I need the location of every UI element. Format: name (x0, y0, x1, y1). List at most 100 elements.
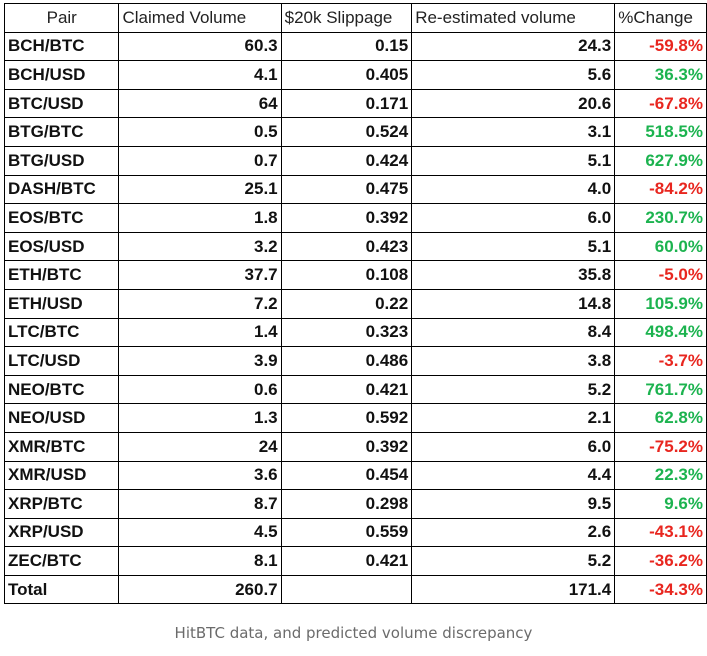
cell-slippage: 0.323 (280, 317, 413, 348)
cell-slippage: 0.108 (280, 260, 413, 290)
cell-pair: LTC/USD (3, 346, 120, 376)
cell-claimed-volume: 1.4 (118, 317, 282, 348)
cell-slippage: 0.392 (280, 431, 413, 462)
cell-slippage: 0.421 (280, 546, 413, 576)
cell-reestimated-volume: 5.2 (411, 546, 616, 576)
cell-slippage (280, 574, 413, 605)
cell-percent-change: -67.8% (614, 88, 707, 119)
table-row: LTC/BTC 1.4 0.323 8.4 498.4% (3, 317, 707, 348)
cell-percent-change: 62.8% (614, 403, 707, 433)
cell-reestimated-volume: 8.4 (411, 317, 616, 348)
cell-reestimated-volume: 6.0 (411, 431, 616, 462)
volume-table: Pair Claimed Volume $20k Slippage Re-est… (3, 3, 707, 605)
cell-claimed-volume: 260.7 (118, 574, 282, 605)
cell-reestimated-volume: 3.8 (411, 346, 616, 376)
header-row: Pair Claimed Volume $20k Slippage Re-est… (3, 3, 707, 33)
cell-percent-change: 60.0% (614, 231, 707, 262)
cell-pair: XMR/USD (3, 460, 120, 491)
cell-claimed-volume: 3.9 (118, 346, 282, 376)
cell-claimed-volume: 37.7 (118, 260, 282, 290)
table-row: NEO/BTC 0.6 0.421 5.2 761.7% (3, 374, 707, 405)
cell-pair: XRP/BTC (3, 489, 120, 519)
cell-reestimated-volume: 24.3 (411, 31, 616, 62)
cell-slippage: 0.524 (280, 117, 413, 147)
cell-slippage: 0.298 (280, 489, 413, 519)
cell-pair: BTC/USD (3, 88, 120, 119)
cell-pair: XMR/BTC (3, 431, 120, 462)
cell-slippage: 0.171 (280, 88, 413, 119)
header-slippage: $20k Slippage (280, 3, 413, 33)
cell-pair: NEO/USD (3, 403, 120, 433)
cell-pair: EOS/BTC (3, 203, 120, 233)
cell-percent-change: -75.2% (614, 431, 707, 462)
cell-pair: XRP/USD (3, 517, 120, 548)
table-row: XMR/BTC 24 0.392 6.0 -75.2% (3, 431, 707, 462)
cell-percent-change: 9.6% (614, 489, 707, 519)
cell-percent-change: -36.2% (614, 546, 707, 576)
cell-percent-change: -3.7% (614, 346, 707, 376)
cell-reestimated-volume: 35.8 (411, 260, 616, 290)
cell-slippage: 0.15 (280, 31, 413, 62)
cell-percent-change: 22.3% (614, 460, 707, 491)
cell-claimed-volume: 8.7 (118, 489, 282, 519)
cell-claimed-volume: 3.6 (118, 460, 282, 491)
cell-reestimated-volume: 171.4 (411, 574, 616, 605)
cell-claimed-volume: 4.5 (118, 517, 282, 548)
cell-claimed-volume: 25.1 (118, 174, 282, 205)
cell-percent-change: -59.8% (614, 31, 707, 62)
table-row: ZEC/BTC 8.1 0.421 5.2 -36.2% (3, 546, 707, 576)
table-body: BCH/BTC 60.3 0.15 24.3 -59.8% BCH/USD 4.1 0.405… (3, 31, 707, 605)
cell-reestimated-volume: 9.5 (411, 489, 616, 519)
cell-claimed-volume: 3.2 (118, 231, 282, 262)
cell-pair: BCH/BTC (3, 31, 120, 62)
table-row: BCH/USD 4.1 0.405 5.6 36.3% (3, 60, 707, 90)
header-claimed-volume: Claimed Volume (118, 3, 282, 33)
cell-pair: NEO/BTC (3, 374, 120, 405)
cell-reestimated-volume: 2.1 (411, 403, 616, 433)
cell-percent-change: 230.7% (614, 203, 707, 233)
cell-claimed-volume: 64 (118, 88, 282, 119)
cell-claimed-volume: 1.3 (118, 403, 282, 433)
cell-percent-change: 518.5% (614, 117, 707, 147)
cell-percent-change: -5.0% (614, 260, 707, 290)
cell-reestimated-volume: 2.6 (411, 517, 616, 548)
cell-claimed-volume: 1.8 (118, 203, 282, 233)
cell-pair: LTC/BTC (3, 317, 120, 348)
cell-slippage: 0.454 (280, 460, 413, 491)
cell-reestimated-volume: 6.0 (411, 203, 616, 233)
cell-pair: ETH/BTC (3, 260, 120, 290)
cell-pair: BTG/USD (3, 145, 120, 176)
cell-pair: BCH/USD (3, 60, 120, 90)
cell-reestimated-volume: 5.2 (411, 374, 616, 405)
cell-pair: Total (3, 574, 120, 605)
table-row: BTG/BTC 0.5 0.524 3.1 518.5% (3, 117, 707, 147)
table-row: XMR/USD 3.6 0.454 4.4 22.3% (3, 460, 707, 491)
cell-slippage: 0.486 (280, 346, 413, 376)
cell-claimed-volume: 7.2 (118, 288, 282, 319)
cell-slippage: 0.392 (280, 203, 413, 233)
data-table-wrapper: Pair Claimed Volume $20k Slippage Re-est… (3, 3, 707, 605)
cell-reestimated-volume: 20.6 (411, 88, 616, 119)
cell-claimed-volume: 24 (118, 431, 282, 462)
table-row: XRP/BTC 8.7 0.298 9.5 9.6% (3, 489, 707, 519)
cell-percent-change: -84.2% (614, 174, 707, 205)
table-row: BTC/USD 64 0.171 20.6 -67.8% (3, 88, 707, 119)
table-row: ETH/BTC 37.7 0.108 35.8 -5.0% (3, 260, 707, 290)
table-row: BCH/BTC 60.3 0.15 24.3 -59.8% (3, 31, 707, 62)
header-reestimated-volume: Re-estimated volume (411, 3, 616, 33)
cell-slippage: 0.405 (280, 60, 413, 90)
cell-percent-change: -34.3% (614, 574, 707, 605)
cell-reestimated-volume: 5.1 (411, 145, 616, 176)
table-caption: HitBTC data, and predicted volume discre… (174, 624, 533, 642)
cell-percent-change: 498.4% (614, 317, 707, 348)
table-row: ETH/USD 7.2 0.22 14.8 105.9% (3, 288, 707, 319)
cell-claimed-volume: 0.5 (118, 117, 282, 147)
cell-pair: ZEC/BTC (3, 546, 120, 576)
cell-slippage: 0.592 (280, 403, 413, 433)
cell-percent-change: -43.1% (614, 517, 707, 548)
cell-pair: BTG/BTC (3, 117, 120, 147)
cell-reestimated-volume: 4.0 (411, 174, 616, 205)
cell-percent-change: 761.7% (614, 374, 707, 405)
cell-claimed-volume: 4.1 (118, 60, 282, 90)
cell-slippage: 0.424 (280, 145, 413, 176)
